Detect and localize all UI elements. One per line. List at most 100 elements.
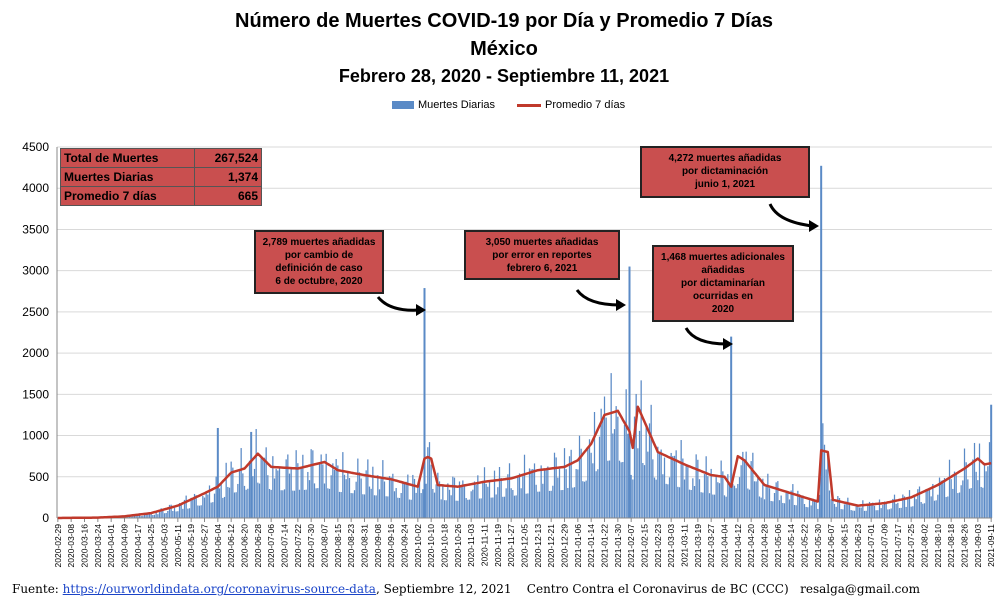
bar-daily bbox=[268, 488, 271, 518]
bar-daily bbox=[400, 493, 402, 518]
bar-daily bbox=[593, 412, 596, 518]
bar-daily bbox=[453, 477, 456, 518]
bar-daily bbox=[495, 494, 497, 518]
bar-daily bbox=[902, 494, 904, 518]
bar-daily bbox=[812, 498, 814, 518]
bar-daily bbox=[757, 475, 759, 518]
bar-daily bbox=[733, 485, 736, 518]
bar-daily bbox=[758, 496, 761, 518]
bar-daily bbox=[675, 450, 677, 518]
bar-daily bbox=[985, 471, 987, 518]
bar-daily bbox=[818, 494, 821, 518]
bar-daily bbox=[705, 456, 707, 518]
bar-daily bbox=[708, 493, 711, 518]
bar-daily bbox=[527, 493, 529, 518]
bar-daily bbox=[450, 495, 452, 518]
bar-daily bbox=[850, 510, 852, 518]
bar-daily bbox=[477, 475, 479, 518]
x-tick-label: 2021-09-03 bbox=[973, 524, 983, 568]
bar-daily bbox=[622, 461, 624, 518]
bar-daily bbox=[308, 480, 311, 518]
x-tick-label: 2020-07-14 bbox=[280, 524, 290, 568]
bar-daily bbox=[635, 393, 637, 518]
bar-daily bbox=[377, 475, 379, 518]
bar-daily bbox=[968, 488, 971, 518]
bar-daily bbox=[962, 480, 964, 518]
bar-daily bbox=[512, 490, 514, 518]
bar-daily bbox=[290, 468, 292, 518]
bar-daily bbox=[148, 513, 151, 518]
bar-daily bbox=[385, 496, 387, 518]
x-tick-label: 2020-04-01 bbox=[106, 524, 116, 568]
bar-daily bbox=[265, 447, 267, 518]
footer-org: Centro Contra el Coronavirus de BC (CCC) bbox=[526, 582, 789, 596]
bar-daily bbox=[917, 489, 919, 518]
bar-daily bbox=[242, 473, 244, 518]
bar-daily bbox=[437, 472, 439, 518]
bar-daily bbox=[922, 503, 924, 518]
bar-daily bbox=[530, 469, 532, 518]
bar-daily bbox=[910, 506, 912, 518]
x-tick-label: 2020-08-31 bbox=[360, 524, 370, 568]
bar-spike bbox=[990, 404, 993, 518]
bar-daily bbox=[408, 499, 411, 518]
bar-daily bbox=[848, 504, 851, 518]
bar-daily bbox=[558, 468, 561, 518]
bar-daily bbox=[133, 515, 136, 518]
x-tick-label: 2021-08-18 bbox=[946, 524, 956, 568]
bar-daily bbox=[572, 487, 574, 518]
bar-daily bbox=[888, 509, 891, 518]
source-link[interactable]: https://ourworldindata.org/coronavirus-s… bbox=[62, 582, 376, 596]
bar-daily bbox=[173, 507, 176, 518]
bar-daily bbox=[513, 495, 516, 518]
bar-daily bbox=[545, 469, 547, 518]
footer: Fuente: https://ourworldindata.org/coron… bbox=[12, 582, 920, 596]
bar-daily bbox=[563, 448, 566, 518]
bar-daily bbox=[367, 459, 369, 518]
bar-daily bbox=[945, 497, 947, 518]
bar-daily bbox=[200, 505, 202, 518]
bar-daily bbox=[342, 452, 344, 518]
bar-daily bbox=[520, 488, 522, 518]
bar-spike bbox=[628, 266, 631, 518]
bar-daily bbox=[980, 486, 982, 518]
bar-daily bbox=[343, 474, 346, 518]
bar-daily bbox=[445, 500, 447, 518]
summary-row-daily: Muertes Diarias 1,374 bbox=[59, 167, 262, 187]
bar-daily bbox=[697, 459, 699, 518]
bar-daily bbox=[130, 516, 132, 518]
bar-daily bbox=[440, 499, 442, 518]
x-tick-label: 2021-04-12 bbox=[733, 524, 743, 568]
bar-daily bbox=[707, 476, 709, 518]
y-tick-label: 4500 bbox=[22, 140, 49, 154]
bar-daily bbox=[867, 504, 869, 518]
bar-daily bbox=[915, 499, 917, 518]
bar-daily bbox=[210, 502, 212, 518]
bar-daily bbox=[743, 460, 746, 518]
bar-daily bbox=[692, 478, 694, 518]
bar-daily bbox=[955, 472, 957, 518]
x-tick-label: 2020-04-09 bbox=[120, 524, 130, 568]
bar-daily bbox=[567, 487, 569, 518]
summary-row-avg: Promedio 7 días 665 bbox=[59, 186, 262, 206]
legend-swatch-line bbox=[517, 103, 542, 107]
bar-daily bbox=[678, 487, 681, 518]
bar-daily bbox=[358, 472, 361, 518]
bar-daily bbox=[793, 504, 796, 518]
bar-daily bbox=[598, 436, 601, 518]
bar-daily bbox=[953, 471, 956, 518]
x-tick-label: 2021-08-26 bbox=[960, 524, 970, 568]
bar-daily bbox=[612, 433, 614, 518]
bar-daily bbox=[633, 416, 636, 518]
bar-daily bbox=[487, 486, 489, 518]
bar-daily bbox=[963, 448, 966, 518]
bar-daily bbox=[940, 480, 942, 518]
bar-daily bbox=[542, 483, 544, 518]
bar-daily bbox=[518, 473, 521, 518]
bar-spike bbox=[216, 427, 219, 518]
bar-daily bbox=[827, 452, 829, 518]
bar-daily bbox=[913, 496, 916, 518]
annotation-apr-2021: 1,468 muertes adicionales añadidas por d… bbox=[652, 245, 794, 322]
x-tick-label: 2020-12-21 bbox=[546, 524, 556, 568]
summary-value: 1,374 bbox=[194, 167, 262, 187]
